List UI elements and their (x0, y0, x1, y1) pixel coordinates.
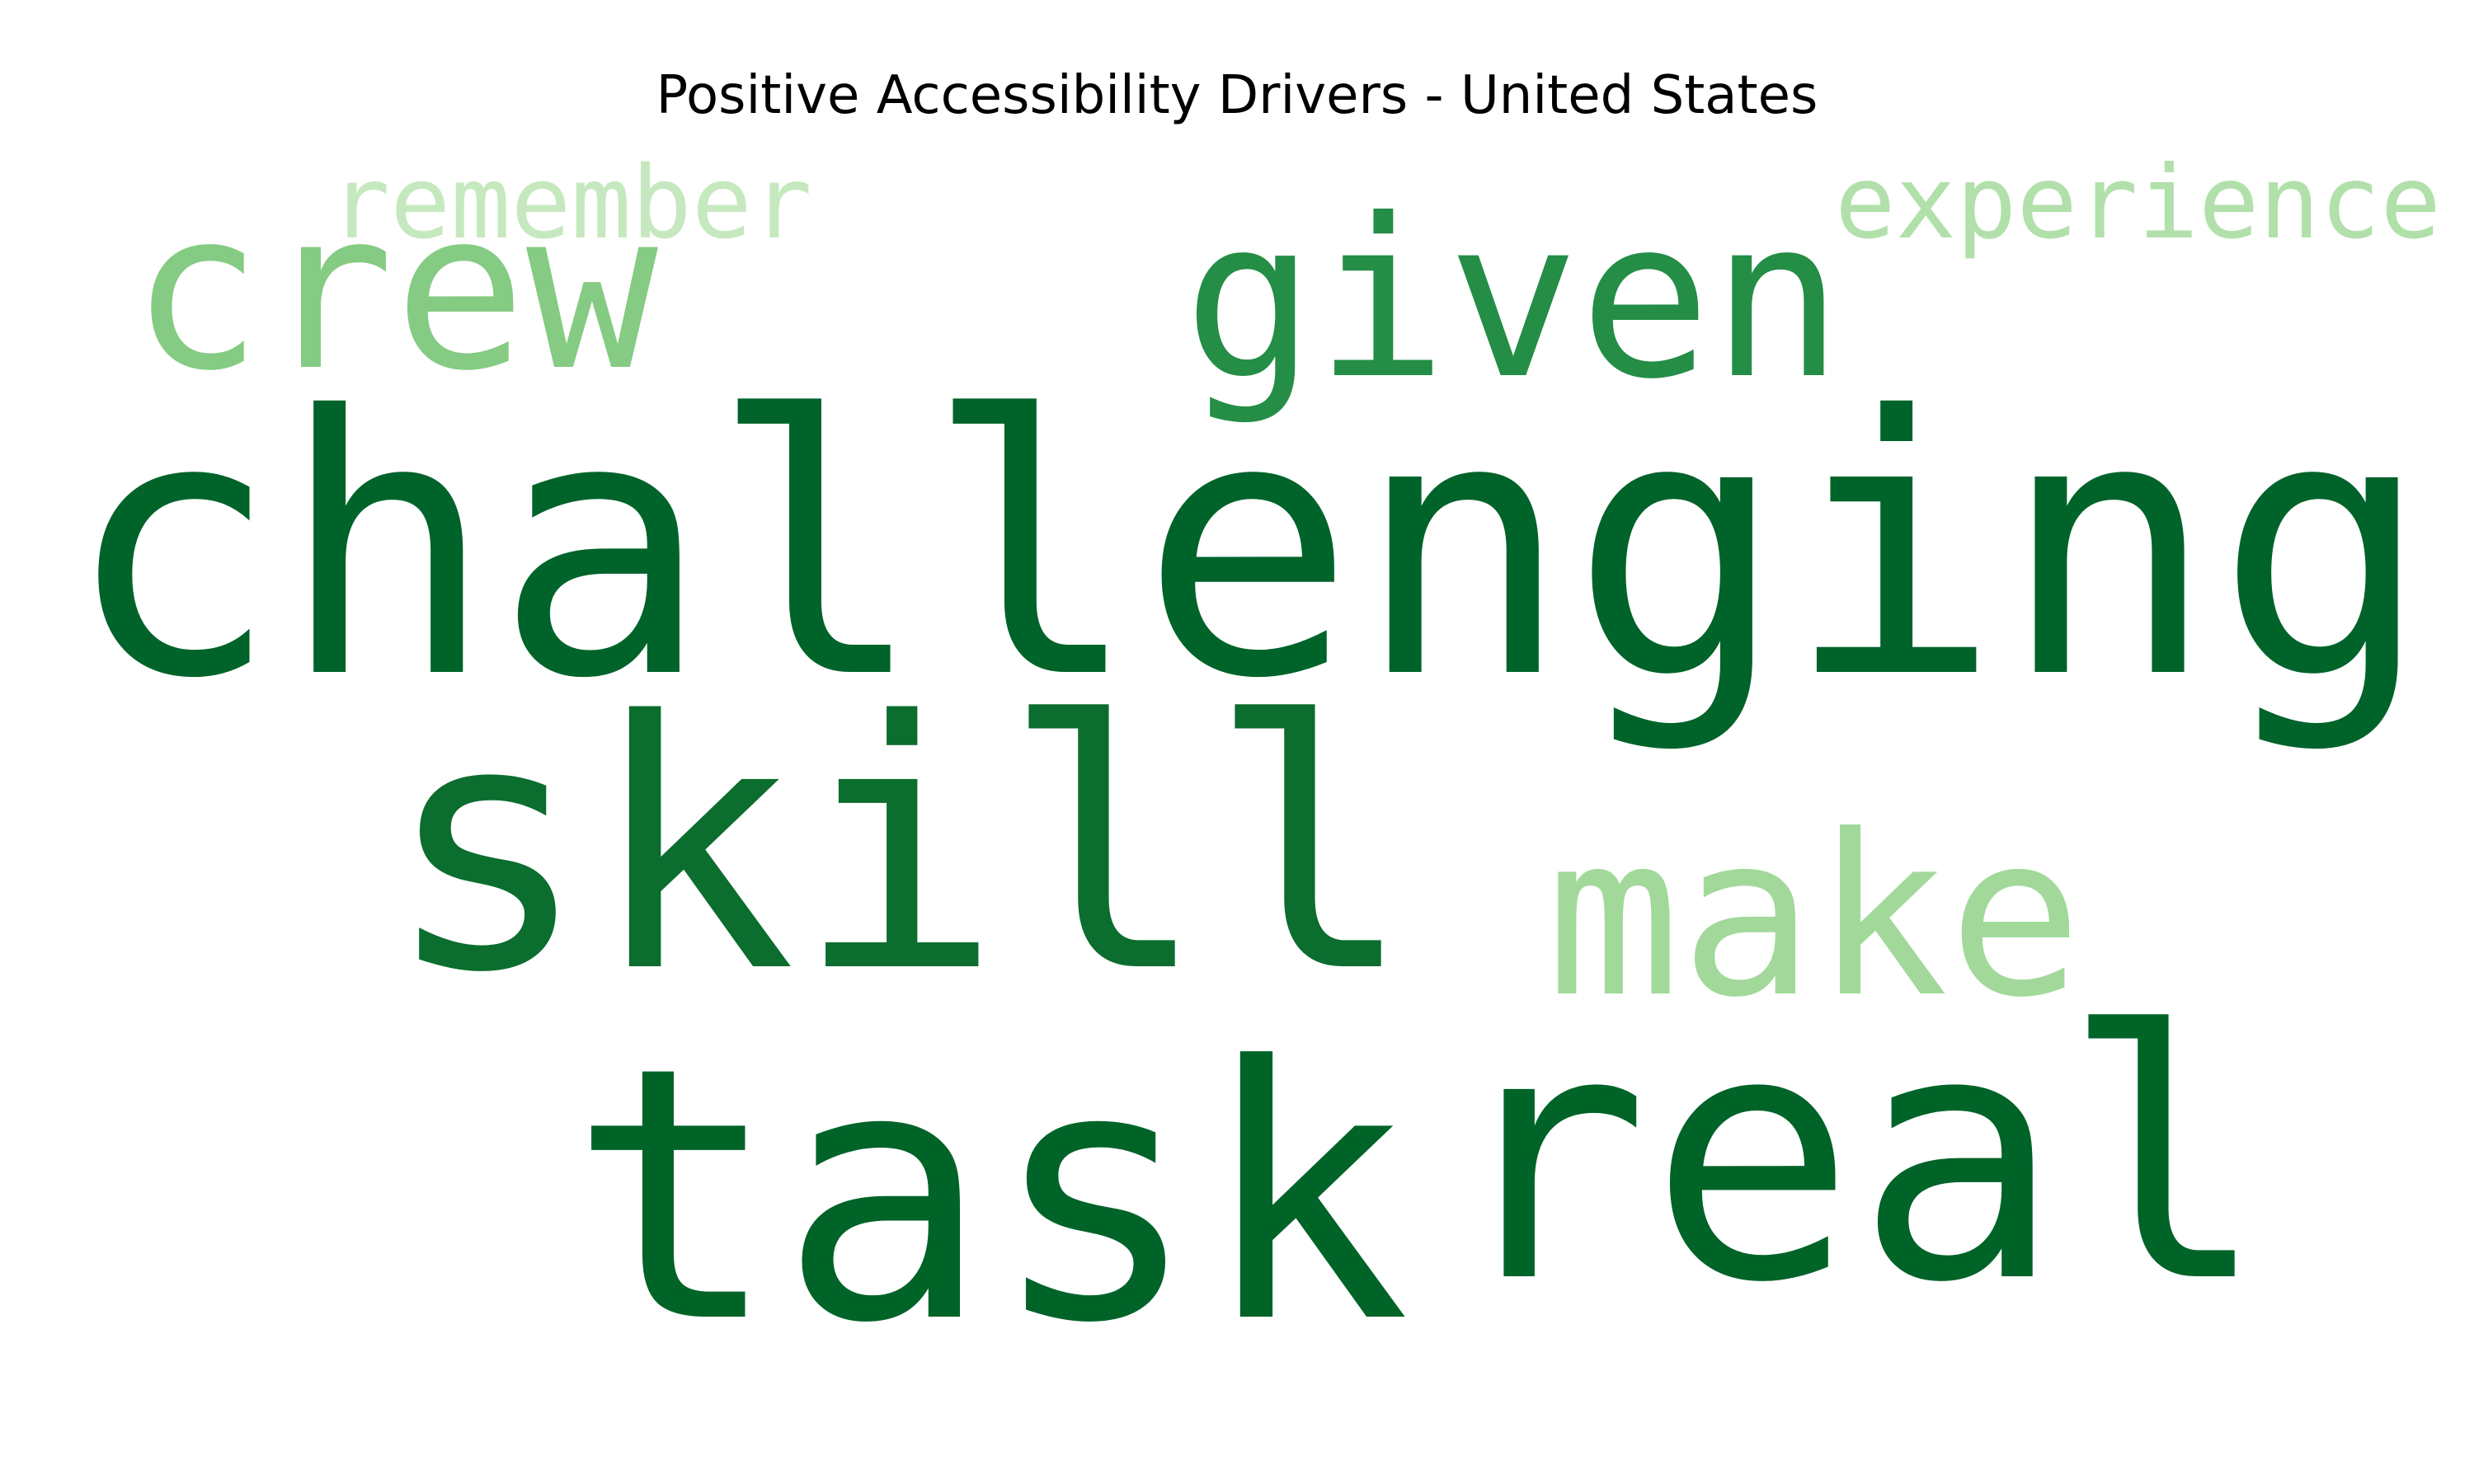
word-given: given (1183, 171, 1843, 427)
word-challenging: challenging (64, 341, 2431, 757)
chart-title: Positive Accessibility Drivers - United … (656, 65, 1818, 126)
word-skill: skill (383, 649, 1414, 1047)
word-real: real (1443, 959, 2268, 1357)
word-make: make (1546, 787, 2082, 1046)
word-remember: remember (330, 144, 812, 261)
word-task: task (569, 993, 1410, 1399)
word-crew: crew (130, 163, 660, 419)
word-experience: experience (1835, 144, 2441, 261)
